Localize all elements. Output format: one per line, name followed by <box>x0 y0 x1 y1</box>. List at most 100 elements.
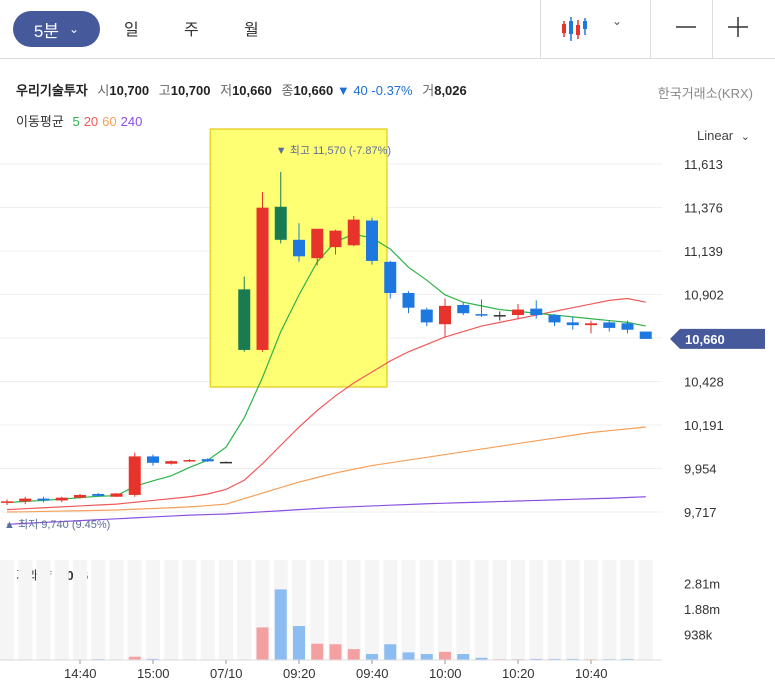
volume-band <box>401 560 416 660</box>
volume-bar <box>147 658 159 660</box>
tab-month[interactable]: 월 <box>244 22 259 39</box>
candle-body <box>384 261 397 294</box>
candle-body <box>220 461 232 464</box>
volume-band <box>365 560 379 660</box>
period-selector-button[interactable]: 5분 ⌄ <box>13 11 100 47</box>
candle-body <box>639 331 652 339</box>
low-label: 저 <box>220 83 233 98</box>
volume-band <box>456 560 471 660</box>
candle-body <box>37 498 50 501</box>
volume-band <box>73 560 87 660</box>
volume-bar <box>329 644 342 660</box>
volume-band <box>146 560 160 660</box>
y-tick-label: 11,376 <box>684 201 723 216</box>
candlestick-icon[interactable] <box>560 15 590 43</box>
tab-day[interactable]: 일 <box>124 22 139 39</box>
close-value: 10,660 <box>293 83 334 98</box>
candle-body <box>201 459 214 462</box>
candle-body <box>347 219 360 246</box>
toolbar-divider <box>540 0 541 58</box>
volume-bar <box>566 658 579 660</box>
candle-body <box>274 206 287 240</box>
candle-body <box>493 315 506 317</box>
volume-band <box>529 560 544 660</box>
volume-band <box>620 560 635 660</box>
x-tick-label: 09:20 <box>283 666 316 681</box>
y-tick-label: 10,428 <box>684 375 724 390</box>
x-tick-label: 09:40 <box>356 666 389 681</box>
zoom-in-button[interactable] <box>724 12 752 42</box>
scale-label: Linear <box>697 128 734 143</box>
candle-body <box>293 239 305 257</box>
high-annotation: ▼ 최고 11,570 (-7.87%) <box>276 144 391 157</box>
volume-band <box>219 560 233 660</box>
y-tick-label: 9,717 <box>684 505 717 520</box>
x-tick-label: 15:00 <box>137 666 170 681</box>
ma240-line <box>6 496 646 525</box>
scale-selector[interactable]: Linear ⌄ <box>697 128 750 143</box>
volume-band <box>474 560 489 660</box>
volume-band <box>54 560 69 660</box>
tab-week[interactable]: 주 <box>184 22 199 39</box>
high-label: 고 <box>158 83 171 98</box>
candle-body <box>566 322 579 326</box>
candle-body <box>457 304 470 314</box>
stock-name: 우리기술투자 <box>16 83 88 98</box>
x-tick-label: 10:20 <box>502 666 535 681</box>
ma-legend-item-240: 240 <box>120 114 143 129</box>
volume-band <box>0 560 14 660</box>
moving-average-legend: 이동평균 5 20 60 240 <box>16 111 142 130</box>
y-tick-label: 10,902 <box>684 288 724 303</box>
candle-body <box>92 494 105 496</box>
volume-bar <box>548 658 561 660</box>
y-tick-label: 11,139 <box>684 244 723 259</box>
candle-body <box>585 323 597 326</box>
zoom-out-button[interactable] <box>672 12 700 42</box>
ma-legend-item-60: 60 <box>102 114 117 129</box>
candle-body <box>183 460 196 462</box>
volume-band <box>602 560 617 660</box>
change-value: 40 <box>353 83 368 98</box>
x-tick-label: 14:40 <box>64 666 97 681</box>
candle-body <box>603 322 616 328</box>
chevron-down-icon: ⌄ <box>740 131 750 143</box>
candle-body <box>621 323 634 330</box>
volume-band <box>383 560 398 660</box>
candle-body <box>110 493 123 497</box>
volume-bar <box>457 654 470 660</box>
volume-tick-label: 938k <box>684 628 713 643</box>
candle-body <box>512 309 524 316</box>
chart-type-dropdown-icon[interactable]: ⌄ <box>612 14 623 28</box>
volume-band <box>492 560 507 660</box>
volume-bar <box>256 627 269 660</box>
volume-bar <box>439 651 451 660</box>
high-value: 10,700 <box>170 83 211 98</box>
candle-body <box>128 456 141 495</box>
volume-bar <box>128 656 141 660</box>
volume-bar <box>420 654 433 660</box>
change-arrow-icon: ▼ <box>336 83 350 98</box>
candle-body <box>256 207 269 350</box>
volume-band <box>584 560 598 660</box>
exchange-label: 한국거래소(KRX) <box>657 86 753 101</box>
ma-legend-item-5: 5 <box>72 114 80 129</box>
volume-label: 거 <box>422 83 435 98</box>
volume-bar <box>347 649 360 660</box>
open-label: 시 <box>97 83 110 98</box>
low-value: 10,660 <box>232 83 272 98</box>
candle-body <box>420 309 433 323</box>
volume-bar <box>530 658 543 660</box>
candle-body <box>439 305 451 325</box>
volume-band <box>237 560 252 660</box>
volume-bar <box>293 626 305 660</box>
volume-bar <box>366 654 378 660</box>
chevron-down-icon: ⌄ <box>69 22 80 36</box>
x-tick-label: 10:40 <box>575 666 608 681</box>
change-percent: -0.37% <box>371 83 413 98</box>
volume-band <box>164 560 179 660</box>
y-tick-label: 9,954 <box>684 462 717 477</box>
candle-body <box>238 289 251 350</box>
volume-band <box>565 560 580 660</box>
volume-tick-label: 1.88m <box>684 602 720 617</box>
